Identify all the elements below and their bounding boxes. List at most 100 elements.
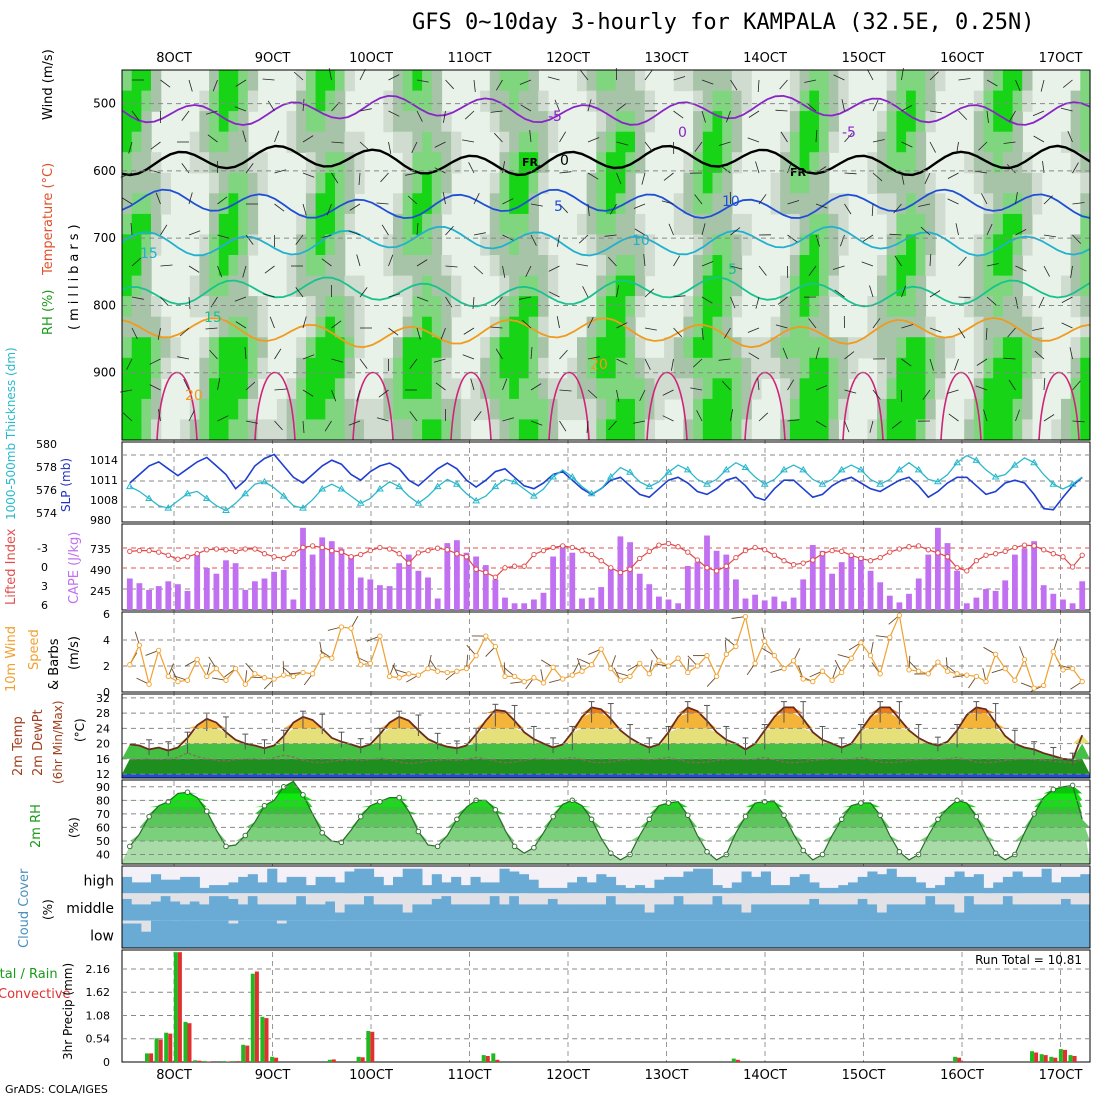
lifted-index-marker bbox=[1041, 547, 1047, 553]
cape-bar bbox=[1031, 541, 1037, 610]
wind-barb bbox=[1061, 322, 1073, 329]
rh-marker bbox=[415, 828, 422, 835]
rh-cell bbox=[731, 255, 743, 277]
cloud-cell bbox=[625, 887, 636, 894]
rh-cell bbox=[789, 234, 801, 256]
cloud-cell bbox=[877, 920, 888, 948]
rh-cell bbox=[886, 316, 897, 338]
cloud-cell bbox=[567, 904, 578, 921]
wind-barb bbox=[901, 324, 914, 329]
rh-cell bbox=[809, 213, 820, 236]
rh-cell bbox=[528, 131, 539, 153]
rh-cell bbox=[422, 398, 433, 421]
cloud-cell bbox=[1022, 920, 1033, 948]
cloud-gap bbox=[828, 893, 839, 905]
cloud-cell bbox=[722, 887, 733, 894]
rh-cell bbox=[344, 357, 355, 379]
rh-cell bbox=[606, 255, 617, 277]
cloud-cell bbox=[577, 904, 588, 921]
cloud-gap bbox=[267, 893, 278, 905]
rh-marker bbox=[511, 843, 518, 850]
rh-cell bbox=[412, 90, 423, 112]
wind-barb bbox=[473, 411, 482, 422]
cape-bar bbox=[261, 578, 268, 610]
cloud-cell bbox=[964, 876, 975, 894]
rain-bar bbox=[145, 1053, 149, 1062]
rh-cell bbox=[141, 152, 152, 174]
rh-cell bbox=[315, 152, 326, 174]
wind-barb bbox=[554, 99, 560, 112]
rh-cell bbox=[751, 378, 762, 400]
wind-barb bbox=[958, 110, 968, 120]
rh-cell bbox=[683, 172, 694, 194]
rh-cell bbox=[499, 316, 510, 338]
rh-cell bbox=[538, 275, 549, 297]
rh-cell bbox=[286, 378, 297, 400]
cloud-cell bbox=[441, 882, 452, 894]
rh-cell bbox=[518, 213, 530, 236]
rh-cell bbox=[228, 398, 239, 421]
cloud-cell bbox=[906, 876, 917, 894]
cape-bar bbox=[463, 552, 470, 610]
cloud-cell bbox=[122, 923, 133, 948]
rh-marker bbox=[665, 800, 672, 806]
cloud-cell bbox=[315, 920, 326, 948]
wind-barb bbox=[217, 265, 223, 278]
rh-cell bbox=[731, 90, 743, 112]
cape-bar bbox=[300, 527, 306, 610]
rh-cell bbox=[722, 213, 733, 236]
rh-cell bbox=[915, 419, 927, 441]
rh-cell bbox=[886, 398, 897, 421]
rh-cell bbox=[422, 172, 433, 194]
cloud-cell bbox=[799, 874, 810, 894]
cloud-gap bbox=[964, 893, 975, 896]
rh-cell bbox=[877, 337, 888, 359]
wind-barb bbox=[777, 296, 788, 305]
rh-cell bbox=[635, 90, 646, 112]
rh-cell bbox=[625, 296, 636, 318]
rh-cell bbox=[722, 275, 733, 297]
rh-cell bbox=[228, 70, 239, 92]
wind-speed-marker bbox=[348, 625, 354, 631]
thickness-marker bbox=[260, 477, 269, 485]
thickness-marker bbox=[568, 473, 577, 480]
wind-barb bbox=[929, 71, 939, 81]
lifted-index-marker bbox=[396, 551, 402, 557]
convective-bar bbox=[235, 1061, 240, 1062]
rh-cell bbox=[1031, 193, 1043, 215]
wind-barb bbox=[958, 327, 966, 339]
cloud-cell bbox=[964, 920, 975, 948]
thickness-marker bbox=[222, 506, 230, 513]
rh-cell bbox=[189, 419, 201, 441]
wind-speed-marker bbox=[954, 671, 960, 677]
cloud-cell bbox=[373, 920, 384, 948]
rh-cell bbox=[877, 172, 888, 194]
cloud-gap bbox=[499, 893, 510, 905]
wind-barb bbox=[755, 161, 760, 174]
cloud-cell bbox=[218, 885, 229, 894]
cloud-cell bbox=[180, 876, 191, 894]
rh-cell bbox=[538, 172, 549, 194]
wind-speed-marker bbox=[964, 672, 970, 678]
rh-cell bbox=[402, 419, 413, 441]
wind-barb bbox=[730, 265, 743, 270]
cloud-gap bbox=[644, 893, 655, 913]
rh-cell bbox=[789, 398, 801, 421]
rh-cell bbox=[983, 193, 994, 215]
cape-bar bbox=[809, 545, 816, 610]
rh-cell bbox=[702, 193, 714, 215]
rh-cell bbox=[422, 316, 433, 338]
rh-cell bbox=[1002, 255, 1014, 277]
rh-cell bbox=[247, 234, 259, 256]
wind-speed-marker bbox=[1031, 685, 1037, 691]
rh-cell bbox=[1022, 234, 1033, 256]
cape-tick-label: 245 bbox=[90, 585, 111, 598]
rh-cell bbox=[441, 398, 452, 421]
thickness-marker bbox=[529, 492, 538, 499]
rh-cell bbox=[296, 398, 307, 421]
rh-cell bbox=[325, 357, 336, 379]
cloud-cell bbox=[470, 876, 481, 894]
rh-cell bbox=[915, 131, 927, 153]
rh-cell bbox=[635, 131, 646, 153]
rh-cell bbox=[422, 90, 433, 112]
